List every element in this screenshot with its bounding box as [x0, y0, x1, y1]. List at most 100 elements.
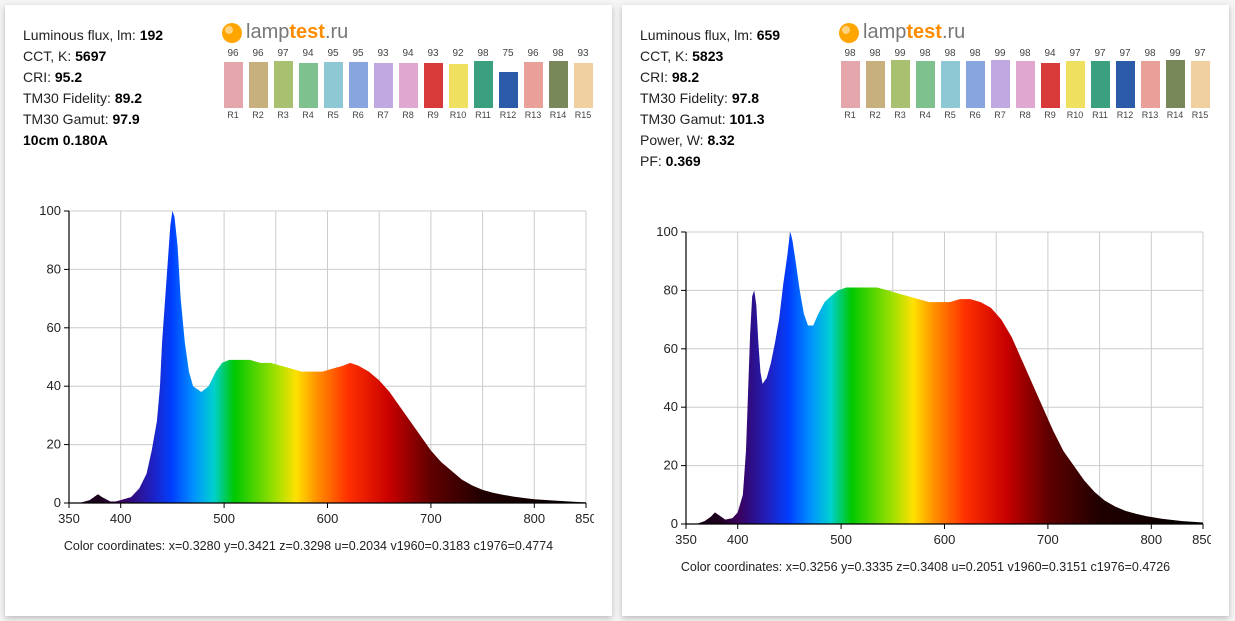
- cri-bar: [866, 60, 885, 108]
- y-tick-label: 0: [54, 495, 61, 510]
- cri-label: R12: [1117, 110, 1134, 120]
- cri-label: R6: [352, 110, 364, 120]
- cri-bar-column: 97R3: [272, 48, 294, 120]
- lamp-report-panel: Luminous flux, lm: 192CCT, K: 5697CRI: 9…: [5, 5, 612, 616]
- cri-bar: [1041, 60, 1060, 108]
- cri-bar-fill: [1116, 61, 1135, 108]
- y-tick-label: 40: [47, 378, 61, 393]
- logo-text: lamptest.ru: [246, 21, 348, 44]
- metric-label: TM30 Fidelity:: [640, 90, 732, 106]
- metric-value: 0.369: [666, 153, 701, 169]
- cri-bar-column: 98R13: [1139, 48, 1161, 120]
- metric-label: TM30 Fidelity:: [23, 90, 115, 106]
- cri-bar: [1141, 60, 1160, 108]
- cri-label: R15: [575, 110, 592, 120]
- cri-bar: [991, 60, 1010, 108]
- metric-value: 95.2: [55, 69, 82, 85]
- metric-row: Luminous flux, lm: 192: [23, 25, 163, 46]
- y-tick-label: 60: [664, 341, 678, 356]
- cri-label: R4: [302, 110, 314, 120]
- cri-value: 96: [527, 48, 538, 59]
- cri-value: 98: [1144, 48, 1155, 59]
- header-right: lamptest.ru96R196R297R394R495R595R693R79…: [222, 25, 594, 120]
- cri-bar-column: 92R10: [447, 48, 469, 120]
- header-right: lamptest.ru98R198R299R398R498R598R699R79…: [839, 25, 1211, 120]
- metric-value: 97.9: [112, 111, 139, 127]
- cri-bar-column: 98R2: [864, 48, 886, 120]
- cri-value: 98: [1019, 48, 1030, 59]
- cri-value: 98: [844, 48, 855, 59]
- spectrum-chart: 020406080100350400500600700800850: [23, 201, 594, 531]
- cri-bar-fill: [966, 61, 985, 108]
- cri-value: 75: [502, 48, 513, 59]
- y-tick-label: 100: [39, 203, 61, 218]
- x-tick-label: 500: [213, 511, 235, 526]
- cri-bar-fill: [574, 63, 593, 108]
- cri-bar: [399, 60, 418, 108]
- cri-bar-fill: [224, 62, 243, 108]
- metric-row: CCT, K: 5823: [640, 46, 780, 67]
- logo-ru: .ru: [325, 21, 348, 43]
- cri-value: 97: [1069, 48, 1080, 59]
- cri-value: 99: [894, 48, 905, 59]
- cri-bar-column: 96R1: [222, 48, 244, 120]
- cri-bar-column: 93R7: [372, 48, 394, 120]
- x-tick-label: 600: [934, 532, 956, 547]
- cri-bar: [349, 60, 368, 108]
- y-tick-label: 40: [664, 399, 678, 414]
- cri-bar-fill: [249, 62, 268, 108]
- cri-bar-fill: [866, 61, 885, 108]
- metric-value: 192: [140, 27, 163, 43]
- cri-value: 96: [252, 48, 263, 59]
- y-tick-label: 80: [47, 261, 61, 276]
- spectrum-chart: 020406080100350400500600700800850: [640, 222, 1211, 552]
- cri-label: R10: [450, 110, 467, 120]
- logo-test: test: [289, 21, 325, 43]
- metric-value: 101.3: [729, 111, 764, 127]
- lamptest-logo: lamptest.ru: [222, 21, 594, 44]
- cri-bar: [324, 60, 343, 108]
- cri-bar: [224, 60, 243, 108]
- cri-bar-fill: [524, 62, 543, 108]
- metric-label: CCT, K:: [640, 48, 692, 64]
- cri-bar: [966, 60, 985, 108]
- cri-bar-fill: [449, 64, 468, 108]
- cri-value: 95: [352, 48, 363, 59]
- metric-row: Power, W: 8.32: [640, 130, 780, 151]
- spectrum-svg: 020406080100350400500600700800850: [23, 201, 594, 531]
- cri-label: R11: [475, 110, 491, 120]
- cri-bar: [499, 60, 518, 108]
- metric-row: TM30 Fidelity: 97.8: [640, 88, 780, 109]
- cri-label: R3: [277, 110, 289, 120]
- cri-bar-fill: [474, 61, 493, 108]
- cri-bar: [274, 60, 293, 108]
- cri-bar: [1166, 60, 1185, 108]
- cri-bar-fill: [1166, 60, 1185, 108]
- cri-value: 93: [427, 48, 438, 59]
- metric-row: CRI: 95.2: [23, 67, 163, 88]
- cri-bar-fill: [549, 61, 568, 108]
- metric-value: 10cm 0.180A: [23, 132, 108, 148]
- cri-bar-fill: [1191, 61, 1210, 108]
- bulb-icon: [222, 23, 242, 43]
- cri-bar-column: 93R9: [422, 48, 444, 120]
- cri-bar-fill: [1016, 61, 1035, 108]
- cri-value: 98: [969, 48, 980, 59]
- logo-ru: .ru: [942, 21, 965, 43]
- cri-bar-fill: [399, 63, 418, 108]
- cri-value: 99: [1169, 48, 1180, 59]
- metric-value: 89.2: [115, 90, 142, 106]
- cri-label: R7: [377, 110, 389, 120]
- metric-row: CRI: 98.2: [640, 67, 780, 88]
- cri-bar: [891, 60, 910, 108]
- cri-bar-fill: [1041, 63, 1060, 108]
- lamptest-logo: lamptest.ru: [839, 21, 1211, 44]
- cri-label: R1: [227, 110, 239, 120]
- metrics-block: Luminous flux, lm: 659CCT, K: 5823CRI: 9…: [640, 25, 780, 172]
- logo-lamp: lamp: [863, 21, 906, 43]
- cri-bar: [299, 60, 318, 108]
- cri-value: 94: [1044, 48, 1055, 59]
- cri-label: R14: [550, 110, 567, 120]
- metric-label: TM30 Gamut:: [640, 111, 729, 127]
- cri-bar: [374, 60, 393, 108]
